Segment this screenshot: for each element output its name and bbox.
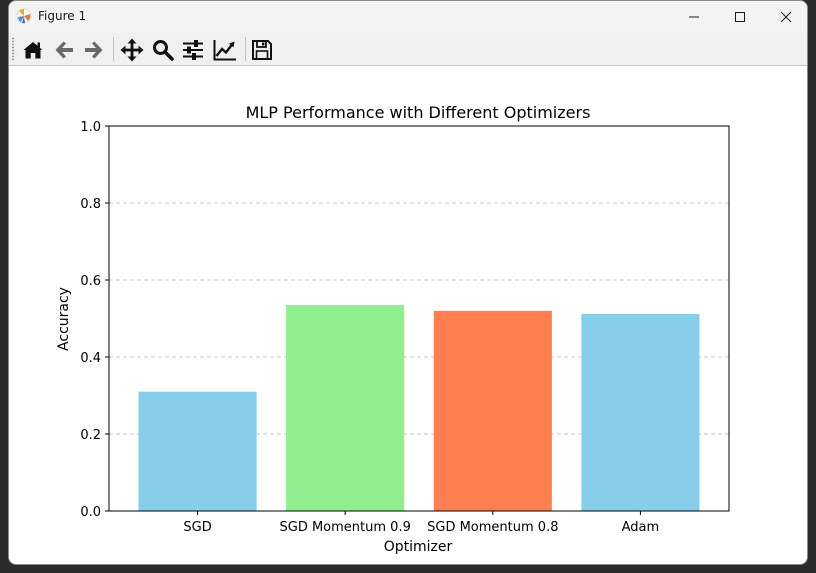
zoom-button[interactable] <box>150 37 176 63</box>
home-icon <box>23 42 43 59</box>
pan-button[interactable] <box>119 37 145 63</box>
pan-icon <box>120 38 144 62</box>
save-icon <box>252 40 272 60</box>
figure-window: Figure 1 <box>8 0 808 565</box>
bar <box>433 310 552 511</box>
title-bar: Figure 1 <box>9 1 807 33</box>
x-tick-label: SGD Momentum 0.9 <box>280 520 411 535</box>
home-button[interactable] <box>20 37 46 63</box>
x-tick-label: SGD <box>183 520 211 535</box>
maximize-icon <box>735 12 745 22</box>
back-button[interactable] <box>51 37 77 63</box>
y-tick-label: 0.2 <box>80 428 101 443</box>
chart-canvas: MLP Performance with Different Optimizer… <box>56 103 730 555</box>
back-arrow-icon <box>55 41 73 59</box>
matplotlib-logo-icon <box>16 8 32 24</box>
forward-arrow-icon <box>85 41 103 59</box>
x-axis-ticks: SGD SGD Momentum 0.9 SGD Momentum 0.8 Adam <box>183 511 659 535</box>
minimize-button[interactable] <box>671 1 717 33</box>
navigation-toolbar <box>9 33 807 66</box>
bar <box>286 305 405 511</box>
y-tick-label: 0.6 <box>80 274 101 289</box>
close-icon <box>780 11 792 23</box>
y-tick-label: 0.8 <box>80 197 101 212</box>
y-tick-label: 1.0 <box>80 120 101 135</box>
forward-button[interactable] <box>81 37 107 63</box>
bar <box>581 313 700 511</box>
zoom-icon <box>153 40 174 61</box>
toolbar-separator <box>113 37 114 61</box>
bar <box>138 391 257 511</box>
edit-axis-icon <box>213 40 236 61</box>
toolbar-grip[interactable] <box>12 37 14 61</box>
edit-axis-button[interactable] <box>212 37 238 63</box>
axes-frame <box>108 125 730 512</box>
x-axis-label: Optimizer <box>384 539 453 555</box>
chart-title: MLP Performance with Different Optimizer… <box>246 103 591 122</box>
y-tick-label: 0.4 <box>80 351 101 366</box>
y-axis-label: Accuracy <box>56 287 72 351</box>
x-tick-label: SGD Momentum 0.8 <box>427 520 558 535</box>
maximize-button[interactable] <box>717 1 763 33</box>
minimize-icon <box>689 16 699 18</box>
y-tick-label: 0.0 <box>80 505 101 520</box>
configure-subplots-button[interactable] <box>180 37 206 63</box>
x-tick-label: Adam <box>622 520 660 535</box>
grid-lines <box>109 202 729 435</box>
close-button[interactable] <box>763 1 807 33</box>
window-title: Figure 1 <box>38 9 87 23</box>
bars <box>138 305 700 511</box>
toolbar-separator <box>245 37 246 61</box>
y-axis-ticks: 0.0 0.2 0.4 0.6 0.8 1.0 <box>80 120 109 520</box>
save-button[interactable] <box>249 37 275 63</box>
configure-subplots-icon <box>183 40 203 60</box>
